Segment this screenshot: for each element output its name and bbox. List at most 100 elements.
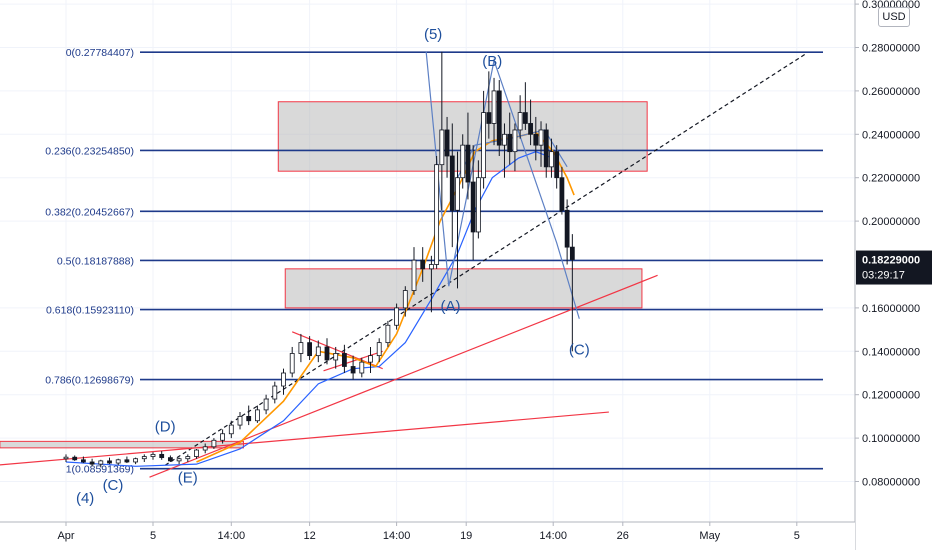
wave-path <box>425 51 580 319</box>
candle-body <box>150 453 156 457</box>
candle-body <box>176 458 182 462</box>
price-tick-label: 0.08000000 <box>862 477 920 489</box>
candle-body <box>281 372 286 387</box>
candle-body <box>341 353 347 367</box>
dashed-projection <box>164 53 806 466</box>
price-tick-label: 0.26000000 <box>862 86 920 98</box>
candle-body <box>376 342 382 357</box>
candle-body <box>434 164 440 265</box>
price-tick-label: 0.14000000 <box>862 346 920 358</box>
candle-body <box>491 90 497 124</box>
time-tick-label: 5 <box>794 530 800 542</box>
candle-body <box>333 353 339 361</box>
candle-body <box>569 246 575 260</box>
candle-body <box>528 123 533 135</box>
candle-body <box>465 144 471 183</box>
fib-label: 0(0.27784407) <box>66 47 134 59</box>
candle-body <box>533 133 539 146</box>
time-tick-label: 26 <box>617 530 629 542</box>
time-tick-label: 14:00 <box>383 530 411 542</box>
candle-body <box>444 129 450 157</box>
time-tick-label: 19 <box>460 530 472 542</box>
time-tick-label: May <box>699 530 720 542</box>
candle-body <box>167 457 173 462</box>
candle-body <box>315 346 321 357</box>
fib-label: 0.786(0.12698679) <box>45 375 134 387</box>
wave-label: (B) <box>482 53 502 70</box>
price-tick-label: 0.24000000 <box>862 129 920 141</box>
price-tick-label: 0.30000000 <box>862 0 920 11</box>
candle-body <box>394 307 400 326</box>
candle-body <box>63 456 69 460</box>
candle-body <box>254 409 260 422</box>
candle-body <box>543 129 549 168</box>
candles <box>63 51 575 468</box>
lower-zone <box>0 440 244 449</box>
time-axis[interactable]: Apr 5 14:00 12 14:00 19 14:00 26 May 5 <box>0 521 855 550</box>
trend-lines <box>0 53 806 478</box>
wave-label: (E) <box>178 470 198 487</box>
candle-body <box>455 177 460 211</box>
middle-zone <box>284 268 643 309</box>
candle-body <box>89 461 95 465</box>
price-tick-label: 0.20000000 <box>862 216 920 228</box>
candle-body <box>124 459 130 463</box>
red-support-shallow <box>0 411 609 466</box>
fib-levels: 0(0.27784407) 0.236(0.23254850) 0.382(0.20… <box>45 47 823 476</box>
time-tick-label: 14:00 <box>539 530 567 542</box>
candle-body <box>502 133 507 146</box>
candle-body <box>159 453 165 459</box>
candle-body <box>402 290 408 309</box>
candle-body <box>449 155 455 211</box>
candle-body <box>554 151 560 179</box>
candle-body <box>486 112 492 124</box>
candle-body <box>81 459 86 463</box>
candle-body <box>324 346 330 361</box>
fib-label: 0.618(0.15923110) <box>46 305 134 317</box>
currency-badge[interactable]: USD <box>878 7 910 27</box>
fib-label: 0.382(0.20452667) <box>45 206 134 218</box>
candle-body <box>237 415 243 426</box>
candle-body <box>263 398 269 411</box>
candle-body <box>475 177 481 233</box>
wave-label: (C) <box>103 477 124 494</box>
time-tick-label: Apr <box>57 530 74 542</box>
wave-label: (5) <box>424 26 442 43</box>
candle-body <box>185 456 191 460</box>
price-tick-label: 0.16000000 <box>862 303 920 315</box>
time-axis-bg <box>0 522 855 550</box>
candle-body <box>211 439 217 448</box>
candle-body <box>538 129 544 146</box>
candle-body <box>512 129 518 153</box>
fib-label: 1(0.08591369) <box>66 464 134 476</box>
last-price-label: 0.18229000 <box>862 255 920 267</box>
candle-body <box>298 342 304 354</box>
candle-body <box>350 366 356 374</box>
last-price-marker: 0.18229000 03:29:17 <box>856 250 932 285</box>
candle-body <box>133 458 139 463</box>
candle-body <box>272 385 278 400</box>
price-tick-label: 0.22000000 <box>862 173 920 185</box>
candle-body <box>481 112 487 179</box>
wave-label: (4) <box>76 490 94 507</box>
wave-label: (A) <box>441 298 461 315</box>
last-price-box <box>856 250 932 285</box>
time-tick-label: 14:00 <box>218 530 246 542</box>
price-tick-label: 0.10000000 <box>862 433 920 445</box>
wave-labels: (5) (B) (A) (C) (D) (C) (E) (4) <box>76 26 590 507</box>
price-tick-label: 0.12000000 <box>862 390 920 402</box>
wave-label: (D) <box>155 419 176 436</box>
candle-body <box>411 259 417 291</box>
candle-body <box>202 446 208 451</box>
candle-body <box>559 177 565 211</box>
candle-body <box>522 112 528 124</box>
fib-label: 0.236(0.23254850) <box>45 145 134 157</box>
candle-body <box>420 259 426 270</box>
candle-body <box>549 151 554 168</box>
fib-label: 0.5(0.18187888) <box>57 255 134 267</box>
candle-body <box>496 90 502 146</box>
candle-body <box>107 460 112 464</box>
candle-body <box>517 112 523 131</box>
